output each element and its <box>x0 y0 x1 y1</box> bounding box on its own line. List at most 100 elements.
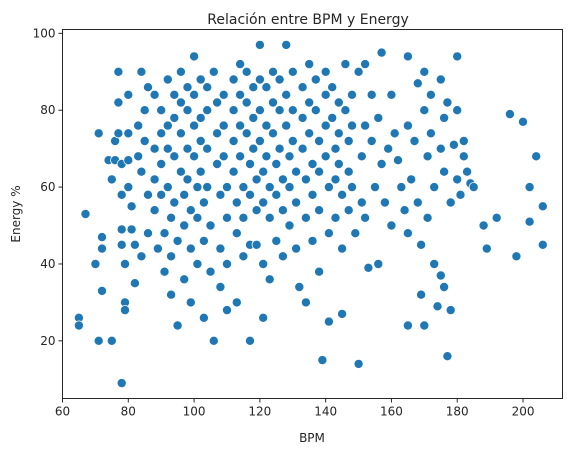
data-point <box>435 143 446 154</box>
data-point <box>241 128 252 139</box>
data-point <box>343 166 354 177</box>
data-point <box>267 97 278 108</box>
data-point <box>402 228 413 239</box>
data-point <box>373 258 384 269</box>
data-point <box>172 235 183 246</box>
data-point <box>360 59 371 70</box>
data-point <box>304 128 315 139</box>
y-tick-label: 80 <box>40 103 55 117</box>
data-point <box>106 335 117 346</box>
data-point <box>166 212 177 223</box>
data-point <box>192 258 203 269</box>
data-point <box>333 128 344 139</box>
data-point <box>267 66 278 77</box>
data-point <box>212 158 223 169</box>
data-point <box>448 139 459 150</box>
data-point <box>392 155 403 166</box>
data-point <box>235 151 246 162</box>
data-point <box>123 128 134 139</box>
data-point <box>264 212 275 223</box>
data-point <box>439 281 450 292</box>
data-point <box>182 174 193 185</box>
data-point <box>166 289 177 300</box>
data-point <box>376 158 387 169</box>
data-point <box>458 135 469 146</box>
data-point <box>416 289 427 300</box>
data-point <box>139 105 150 116</box>
data-point <box>386 220 397 231</box>
data-point <box>432 301 443 312</box>
data-point <box>228 105 239 116</box>
data-point <box>258 312 269 323</box>
data-point <box>271 189 282 200</box>
data-point <box>264 182 275 193</box>
data-point <box>97 243 108 254</box>
data-point <box>162 143 173 154</box>
data-point <box>93 128 104 139</box>
data-point <box>215 189 226 200</box>
data-point <box>478 220 489 231</box>
data-point <box>327 82 338 93</box>
data-point <box>175 97 186 108</box>
data-point <box>185 297 196 308</box>
data-point <box>462 166 473 177</box>
data-point <box>458 151 469 162</box>
data-point <box>379 197 390 208</box>
data-point <box>297 112 308 123</box>
data-point <box>330 143 341 154</box>
x-tick-label: 140 <box>314 405 337 419</box>
data-point <box>264 274 275 285</box>
data-point <box>340 59 351 70</box>
data-point <box>254 105 265 116</box>
data-point <box>291 166 302 177</box>
data-point <box>323 316 334 327</box>
data-point <box>261 120 272 131</box>
data-point <box>297 143 308 154</box>
data-point <box>429 182 440 193</box>
data-point <box>254 39 265 50</box>
x-tick-label: 160 <box>380 405 403 419</box>
data-point <box>179 274 190 285</box>
data-point <box>277 251 288 262</box>
data-point <box>327 112 338 123</box>
data-point <box>221 305 232 316</box>
y-tick-label: 40 <box>40 257 55 271</box>
x-tick-label: 80 <box>121 405 136 419</box>
data-point <box>189 51 200 62</box>
data-point <box>412 197 423 208</box>
data-point <box>244 158 255 169</box>
data-point <box>212 128 223 139</box>
data-point <box>126 201 137 212</box>
data-point <box>524 182 535 193</box>
data-point <box>195 112 206 123</box>
data-point <box>198 312 209 323</box>
data-point <box>373 112 384 123</box>
data-point <box>212 97 223 108</box>
y-tick-label: 20 <box>40 334 55 348</box>
data-point <box>231 228 242 239</box>
data-point <box>422 212 433 223</box>
data-point <box>435 74 446 85</box>
data-point <box>330 174 341 185</box>
data-point <box>185 243 196 254</box>
data-point <box>531 151 542 162</box>
data-point <box>271 235 282 246</box>
data-point <box>314 205 325 216</box>
data-point <box>198 197 209 208</box>
data-point <box>126 224 137 235</box>
data-point <box>518 116 529 127</box>
data-point <box>136 251 147 262</box>
data-point <box>238 182 249 193</box>
data-point <box>238 212 249 223</box>
data-point <box>123 182 134 193</box>
data-point <box>330 212 341 223</box>
data-point <box>439 166 450 177</box>
data-point <box>241 66 252 77</box>
data-point <box>235 89 246 100</box>
data-point <box>399 205 410 216</box>
data-point <box>314 266 325 277</box>
data-point <box>320 89 331 100</box>
data-point <box>113 128 124 139</box>
data-point <box>287 135 298 146</box>
data-point <box>314 166 325 177</box>
